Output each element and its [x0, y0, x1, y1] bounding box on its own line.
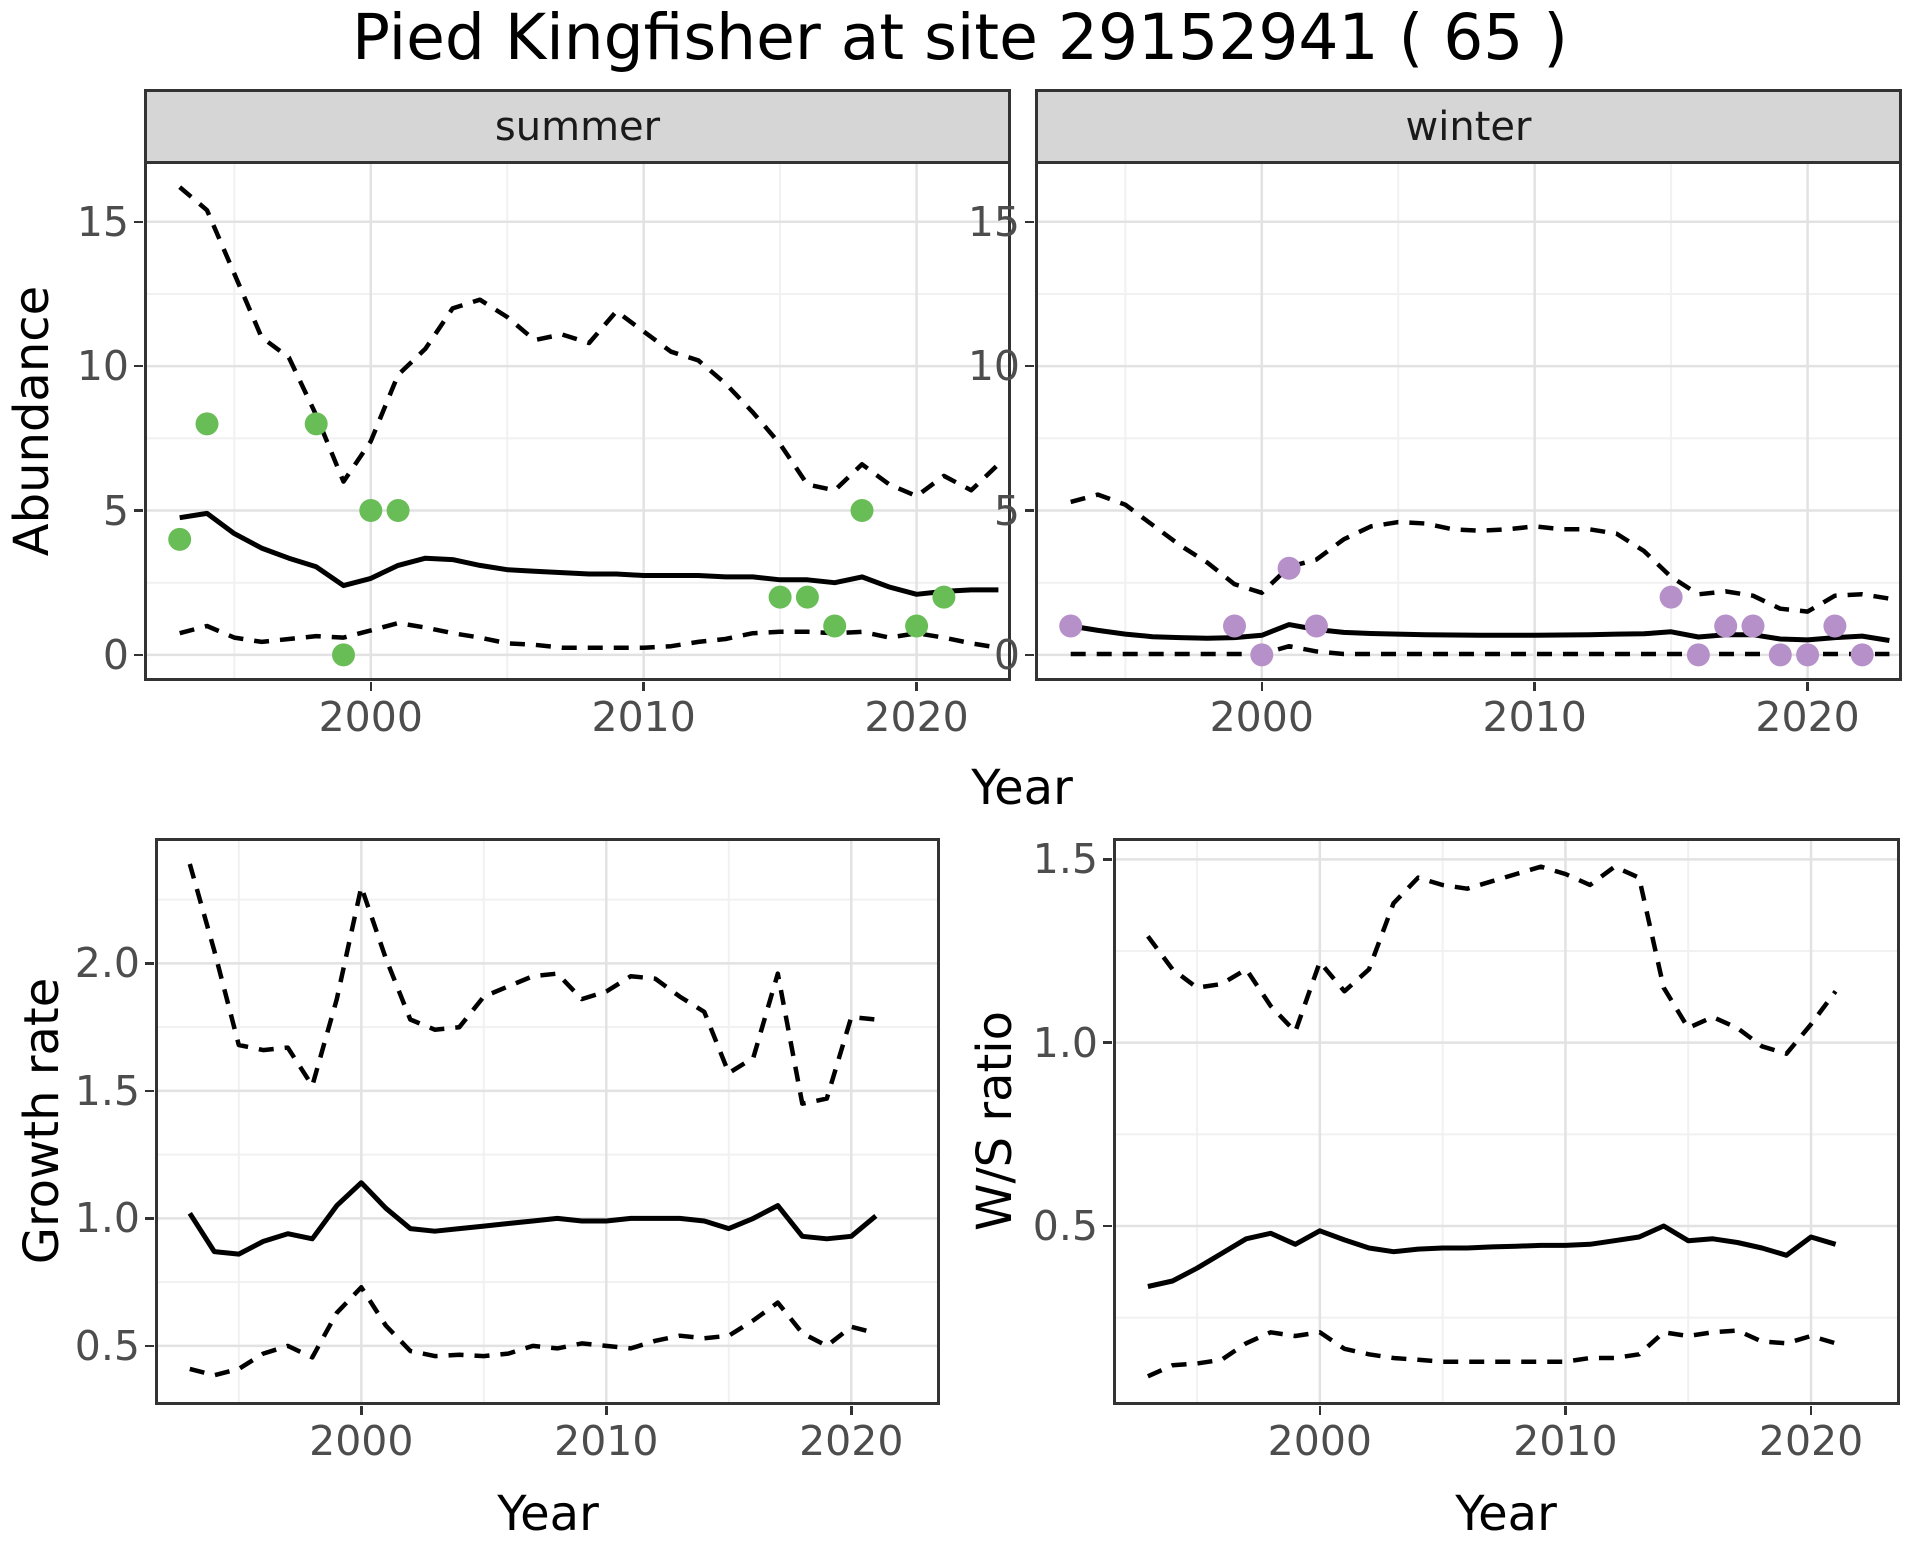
x-tick-label: 2010: [1482, 693, 1587, 741]
x-tick-label: 2000: [1209, 693, 1314, 741]
x-tick-label: 2020: [1755, 693, 1860, 741]
y-tick-label: 1.5: [1032, 835, 1098, 884]
x-tick-mark: [642, 682, 645, 691]
year-axis-label-ws: Year: [1455, 1486, 1557, 1542]
y-tick-mark: [134, 364, 143, 368]
y-tick-label: 5: [102, 486, 129, 535]
y-tick-mark: [1103, 1041, 1112, 1044]
y-tick-label: 1.0: [74, 1194, 140, 1243]
y-tick-mark: [1103, 858, 1112, 861]
y-tick-label: 10: [76, 342, 129, 391]
x-tick-mark: [360, 1406, 363, 1415]
y-tick-mark: [134, 509, 143, 512]
y-tick-mark: [1025, 653, 1034, 657]
y-tick-mark: [145, 962, 154, 965]
y-tick-mark: [134, 220, 143, 223]
x-tick-label: 2000: [318, 693, 423, 741]
x-tick-label: 2010: [591, 693, 696, 741]
growth-rate-chart: [158, 841, 937, 1402]
x-tick-label: 2020: [864, 693, 969, 741]
panel-abundance-winter: [1035, 161, 1902, 681]
y-tick-mark: [1025, 509, 1034, 512]
y-tick-mark: [1025, 364, 1034, 368]
y-tick-label: 0: [102, 630, 129, 679]
x-tick-label: 2020: [1758, 1417, 1864, 1465]
x-tick-label: 2010: [1513, 1417, 1618, 1465]
x-tick-mark: [1564, 1406, 1567, 1415]
panel-ws-ratio: [1113, 838, 1900, 1405]
y-tick-label: 1.5: [74, 1066, 140, 1115]
x-tick-mark: [1318, 1406, 1322, 1415]
x-tick-mark: [369, 682, 373, 691]
y-tick-label: 15: [967, 197, 1020, 246]
ws-ratio-chart: [1116, 841, 1897, 1402]
x-tick-label: 2020: [799, 1417, 904, 1465]
x-tick-mark: [915, 682, 918, 691]
y-tick-mark: [145, 1217, 154, 1220]
y-tick-mark: [1025, 220, 1034, 223]
x-tick-mark: [850, 1406, 853, 1415]
year-axis-label-top: Year: [971, 760, 1073, 816]
abundance-summer-chart: [147, 164, 1008, 678]
panel-abundance-summer: [144, 161, 1011, 681]
facet-strip-summer: summer: [144, 89, 1011, 164]
panel-growth-rate: [155, 838, 940, 1405]
abundance-winter-chart: [1038, 164, 1899, 678]
y-tick-label: 0.5: [74, 1321, 140, 1370]
x-tick-label: 2000: [1267, 1417, 1373, 1465]
year-axis-label-growth: Year: [497, 1486, 599, 1542]
y-tick-mark: [134, 653, 143, 657]
y-tick-mark: [145, 1344, 154, 1348]
y-tick-label: 1.0: [1032, 1018, 1098, 1067]
facet-strip-winter-label: winter: [1405, 103, 1532, 150]
x-tick-label: 2000: [309, 1417, 414, 1465]
y-tick-label: 0.5: [1032, 1202, 1098, 1250]
x-tick-mark: [1260, 682, 1264, 691]
x-tick-mark: [1533, 682, 1536, 691]
x-tick-mark: [1806, 682, 1809, 691]
figure-title: Pied Kingfisher at site 29152941 ( 65 ): [352, 1, 1568, 74]
x-tick-mark: [605, 1406, 608, 1415]
y-tick-label: 10: [967, 342, 1020, 391]
facet-strip-winter: winter: [1035, 89, 1902, 164]
y-tick-mark: [1103, 1224, 1112, 1228]
y-tick-label: 0: [993, 630, 1020, 679]
x-tick-label: 2010: [554, 1417, 659, 1465]
y-tick-label: 15: [76, 197, 129, 246]
facet-strip-summer-label: summer: [494, 103, 661, 150]
y-tick-mark: [145, 1089, 154, 1093]
y-tick-label: 2.0: [74, 939, 140, 988]
x-tick-mark: [1809, 1406, 1813, 1415]
ws-ratio-axis-label: W/S ratio: [967, 1010, 1023, 1232]
y-tick-label: 5: [993, 486, 1020, 535]
